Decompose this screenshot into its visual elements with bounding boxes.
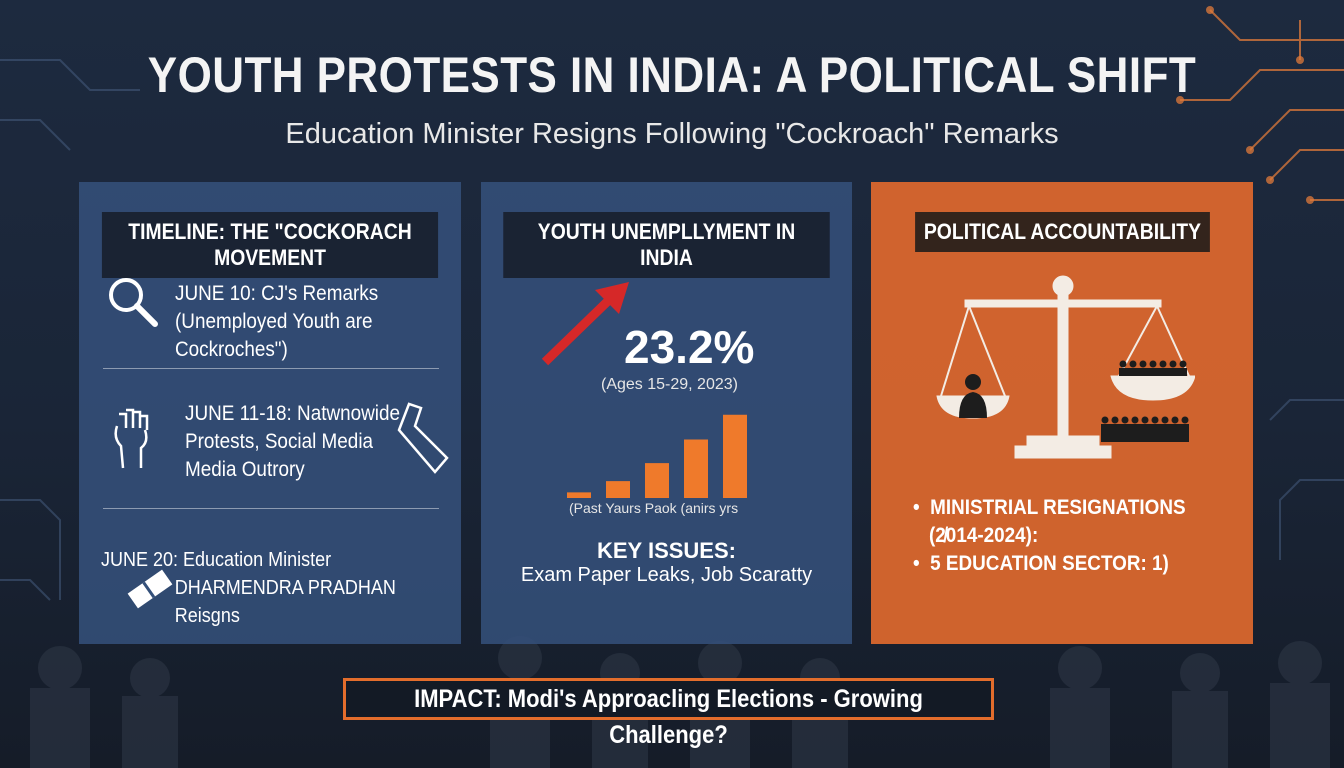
crowd-figures xyxy=(1101,360,1189,442)
accountability-bullet-1: • MINISTRIAL RESIGNATIONS xyxy=(913,496,1186,519)
unemployment-title: YOUTH UNEMPLLYMENT IN INDIA xyxy=(503,212,830,278)
unemployment-panel: YOUTH UNEMPLLYMENT IN INDIA 23.2% (Ages … xyxy=(481,182,852,644)
unemployment-note: (Ages 15-29, 2023) xyxy=(601,376,738,393)
accountability-title: POLITICAL ACCOUNTABILITY xyxy=(914,212,1210,252)
page-title: YOUTH PROTESTS IN INDIA: A POLITICAL SHI… xyxy=(147,47,1197,103)
timeline-divider xyxy=(103,368,439,369)
chart-bar xyxy=(567,492,591,498)
key-issues-title: KEY ISSUES: xyxy=(597,538,736,563)
key-issues-text: Exam Paper Leaks, Job Scaratty xyxy=(520,564,813,586)
scales-of-justice-icon xyxy=(936,275,1195,459)
timeline-title: TIMELINE: THE "COCKORACH MOVEMENT xyxy=(101,212,439,278)
chart-bar xyxy=(606,481,630,498)
unemployment-rate: 23.2% xyxy=(624,321,755,373)
accountability-bullet-1-continued: (2̸014-2024): xyxy=(929,524,1039,547)
unemployment-bar-chart xyxy=(567,414,747,498)
timeline-event-1: JUNE 10: CJ's Remarks (Unemployed Youth … xyxy=(175,282,379,361)
chart-bar xyxy=(723,414,747,498)
timeline-panel: TIMELINE: THE "COCKORACH MOVEMENT JUNE 1… xyxy=(79,182,461,644)
resignation-icon xyxy=(127,569,173,609)
megaphone-icon xyxy=(397,402,449,474)
impact-banner: IMPACT: Modi's Approacling Elections - G… xyxy=(343,678,994,749)
chart-bar xyxy=(684,439,708,498)
timeline-event-2: JUNE 11-18: Natwnowide Protests, Social … xyxy=(185,402,401,481)
chart-bar xyxy=(645,463,669,498)
timeline-event-3: JUNE 20: Education Minister DHARMENDRA P… xyxy=(101,549,396,627)
magnifier-icon xyxy=(109,278,158,327)
accountability-panel: POLITICAL ACCOUNTABILITY xyxy=(871,182,1253,644)
raised-fist-icon xyxy=(114,408,149,469)
accountability-bullet-2: • 5 EDUCATION SECTOR: 1) xyxy=(913,552,1169,575)
chart-caption: (Past Yaurs Paok (anirs yrs xyxy=(569,500,739,516)
trend-up-arrow-icon xyxy=(541,282,629,366)
timeline-divider xyxy=(103,508,439,509)
page-subtitle: Education Minister Resigns Following "Co… xyxy=(285,118,1059,150)
